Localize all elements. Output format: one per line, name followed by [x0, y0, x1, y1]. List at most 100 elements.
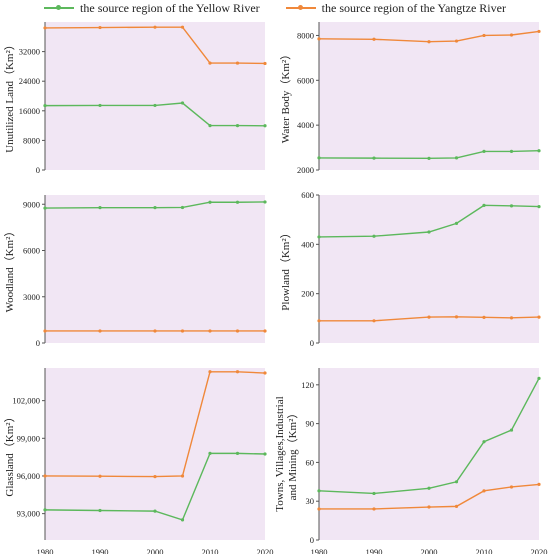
x-tick-label: 1980 [311, 547, 328, 554]
data-point-yangtze-river [509, 316, 514, 320]
data-point-yangtze-river [317, 37, 321, 41]
y-tick-label: 32000 [19, 47, 40, 57]
data-point-yellow-river [180, 101, 185, 105]
y-tick-label: 93,000 [17, 509, 40, 519]
y-tick-label: 0 [36, 165, 40, 175]
data-point-yellow-river [153, 206, 157, 210]
y-tick-label: 600 [301, 190, 314, 200]
data-point-yangtze-river [208, 61, 212, 65]
y-axis-label: Woodland（Km²） [3, 226, 16, 313]
data-point-yellow-river [537, 376, 541, 380]
data-point-yangtze-river [454, 39, 459, 43]
y-tick-label: 0 [36, 338, 40, 348]
data-point-yellow-river [372, 491, 376, 496]
y-tick-label: 4000 [297, 120, 314, 130]
data-point-yellow-river [317, 235, 321, 239]
data-point-yellow-river [153, 509, 157, 513]
legend-item-yellow-river[interactable]: the source region of the Yellow River [44, 1, 260, 16]
x-tick-label: 2000 [421, 547, 438, 554]
y-tick-label: 9000 [23, 199, 40, 209]
data-point-yangtze-river [427, 315, 431, 319]
data-point-yangtze-river [317, 319, 321, 323]
data-point-yellow-river [537, 204, 541, 209]
data-point-yangtze-river [537, 315, 541, 319]
legend-swatch-yellow-river [44, 5, 75, 10]
data-point-yellow-river [509, 428, 514, 432]
data-point-yellow-river [180, 205, 185, 210]
x-tick-label: 1990 [366, 547, 383, 554]
data-point-yellow-river [153, 103, 157, 108]
data-point-yellow-river [454, 221, 459, 225]
legend-item-yangtze-river[interactable]: the source region of the Yangtze River [285, 0, 506, 16]
y-tick-label: 24000 [19, 76, 40, 86]
data-point-yangtze-river [153, 25, 157, 29]
data-point-yangtze-river [98, 25, 102, 30]
x-tick-label: 1990 [92, 547, 109, 554]
data-point-yellow-river [317, 489, 321, 493]
data-point-yangtze-river [482, 489, 486, 493]
x-tick-label: 2000 [147, 547, 164, 554]
y-tick-label: 8000 [23, 135, 40, 145]
data-point-yellow-river [454, 156, 459, 160]
data-point-yangtze-river [372, 319, 376, 323]
x-tick-label: 2010 [202, 547, 219, 554]
data-point-yellow-river [482, 440, 486, 444]
data-point-yangtze-river [509, 485, 514, 489]
data-point-yellow-river [98, 103, 102, 108]
data-point-yellow-river [208, 451, 212, 455]
data-point-yangtze-river [372, 507, 376, 511]
y-axis-label-line2: and Mining（Km²） [286, 408, 299, 501]
data-point-yellow-river [43, 206, 47, 210]
legend-label-yangtze-river: the source region of the Yangtze River [321, 0, 506, 15]
data-point-yellow-river [235, 200, 240, 204]
data-point-yangtze-river [454, 504, 459, 508]
data-point-yellow-river [263, 124, 267, 128]
data-point-yellow-river [235, 124, 240, 128]
y-tick-label: 120 [301, 380, 314, 390]
chart-panel-2: 2000 4000 6000 8000 Water Body（Km²） [279, 22, 541, 175]
chart-panel-6: 0 30 60 90 120 Towns, Villages,Industrial and … [274, 368, 548, 554]
data-point-yangtze-river [235, 370, 240, 374]
data-point-yangtze-river [43, 474, 47, 478]
data-point-yellow-river [317, 156, 321, 160]
data-point-yellow-river [537, 149, 541, 153]
y-tick-label: 6000 [23, 246, 40, 256]
legend-swatch-yangtze-river [285, 5, 316, 10]
data-point-yangtze-river [263, 61, 267, 66]
y-axis-label: Water Body（Km²） [279, 49, 292, 143]
data-point-yangtze-river [180, 25, 185, 29]
y-tick-label: 200 [301, 289, 314, 299]
data-point-yangtze-river [208, 370, 212, 374]
data-point-yellow-river [208, 200, 212, 204]
x-tick-label: 2010 [476, 547, 493, 554]
data-point-yellow-river [263, 452, 267, 456]
y-tick-label: 0 [310, 535, 314, 545]
y-axis-label: Towns, Villages,Industrial [274, 396, 286, 511]
y-tick-label: 102,000 [12, 396, 40, 406]
data-point-yellow-river [98, 508, 102, 513]
legend: the source region of the Yellow River th… [0, 0, 550, 16]
data-point-yellow-river [427, 230, 431, 234]
y-axis-label: Unutilized Land（Km²） [3, 39, 16, 153]
plot-area [319, 22, 539, 170]
data-point-yangtze-river [509, 33, 514, 37]
data-point-yangtze-river [153, 474, 157, 479]
y-tick-label: 90 [306, 419, 315, 429]
plot-area [45, 195, 265, 343]
y-tick-label: 30 [306, 496, 315, 506]
data-point-yellow-river [208, 124, 212, 128]
data-point-yangtze-river [537, 29, 541, 34]
data-point-yangtze-river [153, 329, 157, 333]
y-axis-label: Glassland（Km²） [3, 411, 16, 496]
chart-panel-5: 93,000 96,000 99,000 102,000 Glassland（Km²） 1… [3, 368, 274, 554]
x-tick-label: 2020 [257, 547, 274, 554]
y-tick-label: 2000 [297, 165, 314, 175]
data-point-yangtze-river [427, 40, 431, 44]
data-point-yangtze-river [317, 507, 321, 511]
data-point-yellow-river [263, 200, 267, 204]
data-point-yangtze-river [454, 315, 459, 319]
data-point-yellow-river [98, 206, 102, 210]
y-tick-label: 3000 [23, 292, 40, 302]
data-point-yellow-river [43, 104, 47, 108]
